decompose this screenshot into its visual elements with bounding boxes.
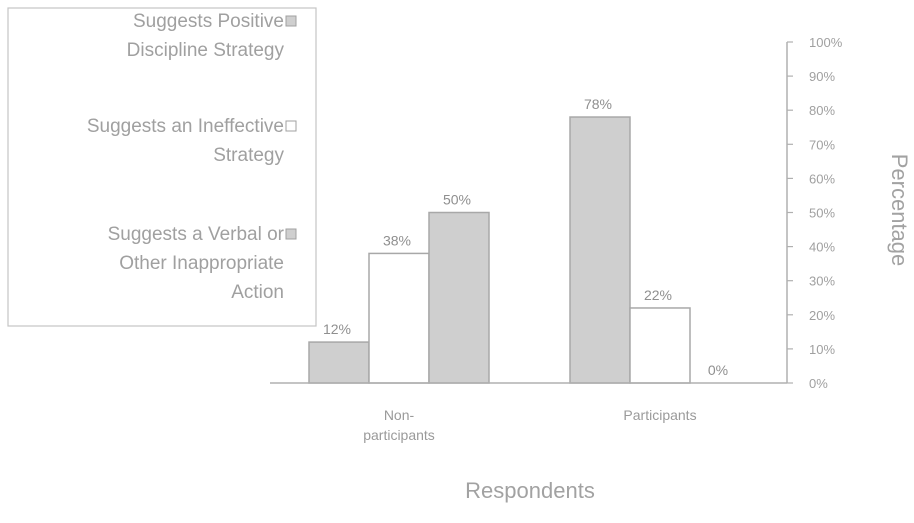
legend-label: Action bbox=[231, 282, 284, 303]
legend-label: Suggests a Verbal or bbox=[108, 224, 285, 245]
y-tick-label: 10% bbox=[809, 342, 835, 357]
data-label: 12% bbox=[323, 321, 351, 337]
y-tick-label: 30% bbox=[809, 274, 835, 289]
legend-label: Suggests Positive bbox=[133, 11, 284, 32]
legend-label: Other Inappropriate bbox=[119, 253, 284, 274]
legend: Suggests Positive Discipline Strategy Sugg… bbox=[7, 7, 317, 327]
y-tick-label: 40% bbox=[809, 240, 835, 255]
y-tick-label: 20% bbox=[809, 308, 835, 323]
data-label: 22% bbox=[644, 287, 672, 303]
x-axis-title: Respondents bbox=[465, 478, 595, 503]
y-tick-label: 100% bbox=[809, 35, 843, 50]
legend-swatch bbox=[285, 15, 297, 27]
data-label: 50% bbox=[443, 192, 471, 208]
bar-2-2 bbox=[629, 307, 691, 384]
y-axis-title: Percentage bbox=[887, 154, 912, 267]
legend-label: Suggests an Ineffective bbox=[87, 116, 284, 137]
y-tick-label: 70% bbox=[809, 137, 835, 152]
legend-box bbox=[7, 7, 317, 327]
bar-2-1 bbox=[569, 116, 631, 384]
legend-label: Strategy bbox=[213, 145, 284, 166]
y-tick-label: 90% bbox=[809, 69, 835, 84]
axes: Non-participants Participants 0% 10% 20% 30% 4… bbox=[270, 35, 843, 443]
x-tick-label: participants bbox=[363, 427, 435, 443]
y-tick-label: 60% bbox=[809, 171, 835, 186]
legend-swatch bbox=[285, 228, 297, 240]
y-tick-label: 0% bbox=[809, 376, 828, 391]
data-label: 0% bbox=[708, 362, 728, 378]
data-label: 78% bbox=[584, 96, 612, 112]
bars bbox=[308, 116, 691, 384]
x-tick-label: Non- bbox=[384, 407, 415, 423]
bar-1-2 bbox=[368, 252, 430, 384]
legend-label: Discipline Strategy bbox=[127, 40, 285, 61]
bar-1-3 bbox=[428, 211, 490, 384]
data-label: 38% bbox=[383, 232, 411, 248]
x-tick-label: Participants bbox=[623, 407, 696, 423]
y-tick-label: 80% bbox=[809, 103, 835, 118]
y-tick-label: 50% bbox=[809, 206, 835, 221]
data-labels: 12% 38% 50% 78% 22% 0% bbox=[323, 96, 728, 378]
legend-swatch bbox=[285, 120, 297, 132]
bar-1-1 bbox=[308, 341, 370, 384]
